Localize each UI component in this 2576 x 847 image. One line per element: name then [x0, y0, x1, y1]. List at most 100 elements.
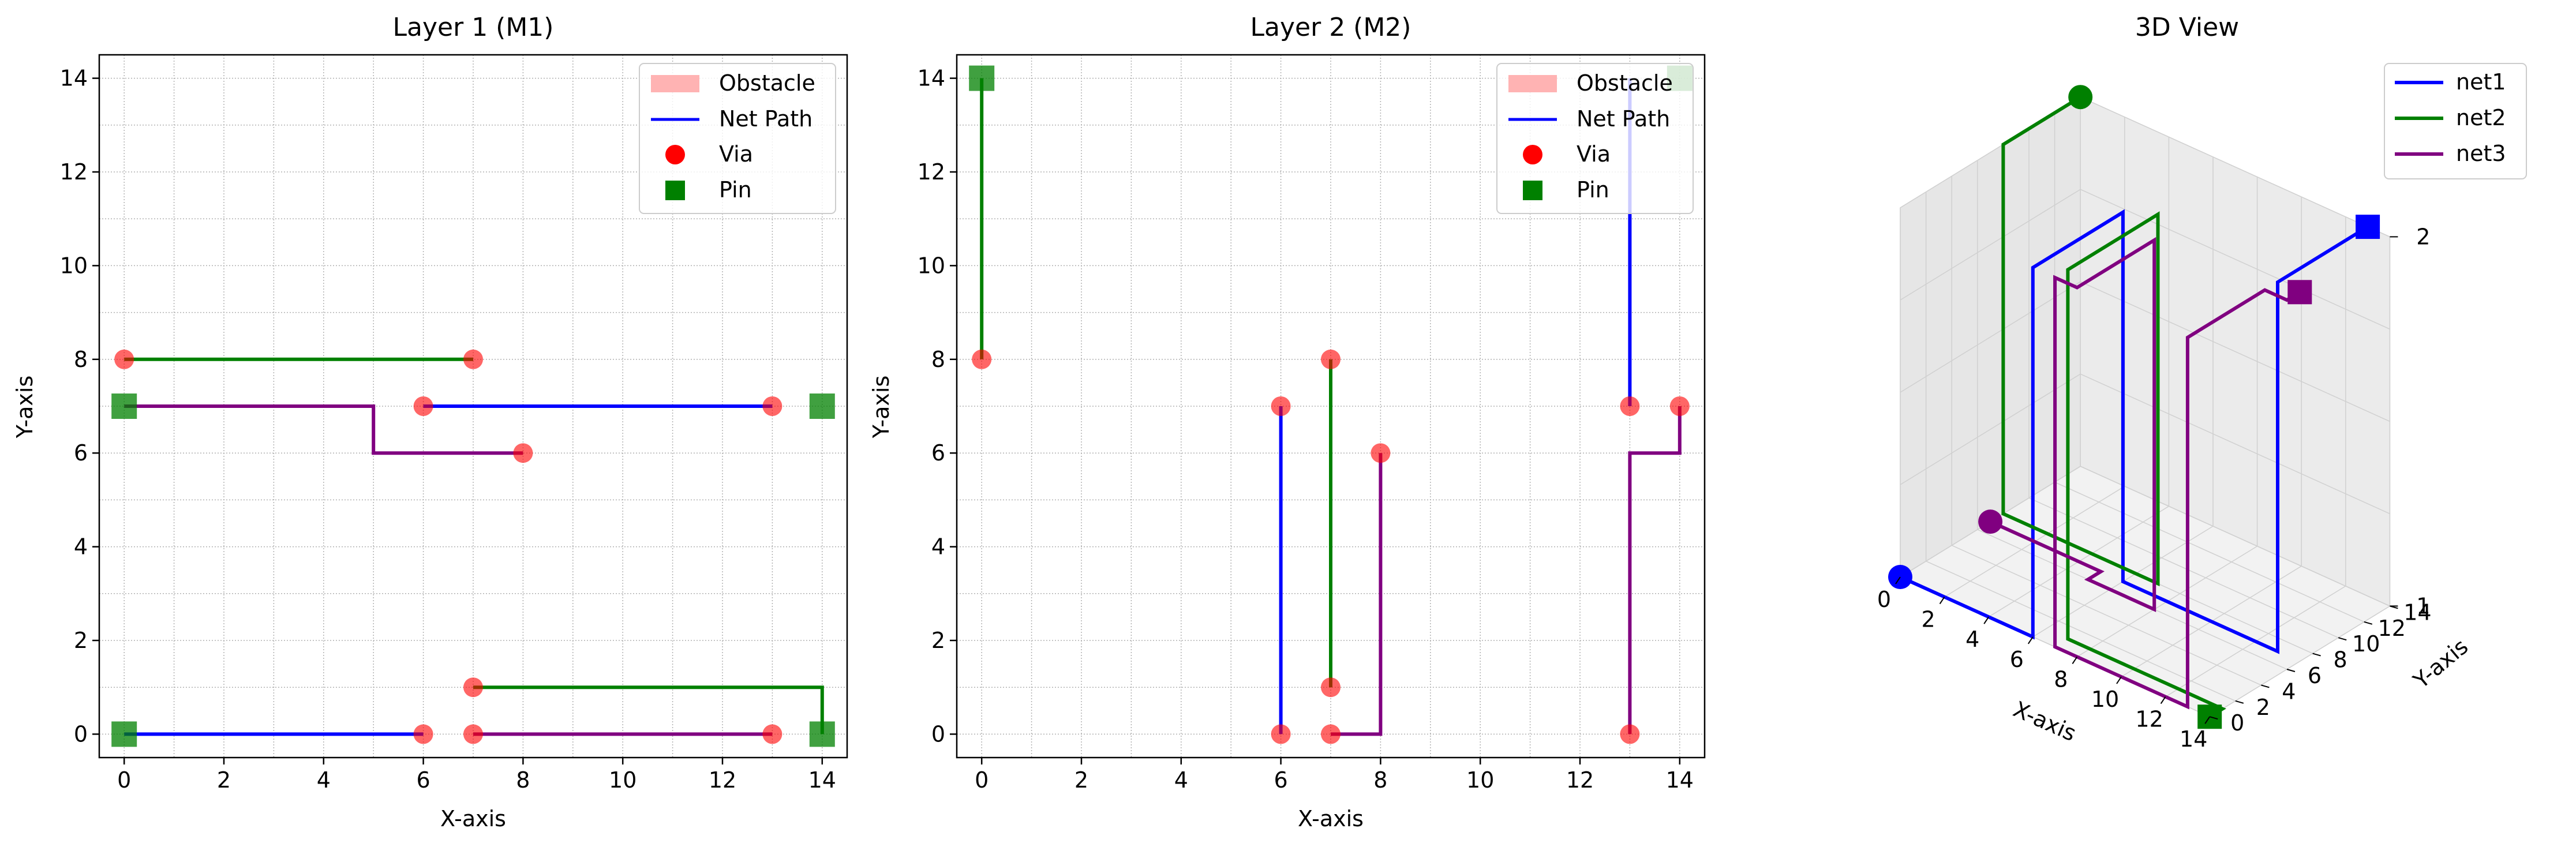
y-tick-label: 6 — [931, 440, 945, 466]
via-marker — [114, 349, 134, 369]
layer1-legend: Obstacle Net Path Via Pin — [639, 63, 836, 214]
legend-box — [2384, 63, 2527, 179]
grid-line-z — [1900, 189, 2390, 330]
x-tick-label: 6 — [417, 767, 430, 793]
legend-box — [1496, 63, 1694, 214]
legend-label-net2: net2 — [2456, 105, 2506, 130]
x-tick-label: 6 — [2010, 647, 2024, 672]
legend-label-net-path: Net Path — [1577, 106, 1670, 132]
net2-start-marker — [2068, 85, 2093, 110]
3d-legend: net1 net2 net3 — [2384, 63, 2527, 179]
via-marker — [513, 443, 533, 463]
layer2-legend: Obstacle Net Path Via Pin — [1496, 63, 1694, 214]
layer1-ticks: 0 2 4 6 8 10 12 14 0 2 4 6 8 10 12 14 — [60, 66, 836, 793]
via-marker — [1620, 396, 1640, 416]
x-tick-label: 4 — [1965, 627, 1979, 652]
layer1-axes-frame — [98, 54, 848, 759]
layer1-pins — [111, 393, 835, 747]
layer2-vias — [972, 349, 1690, 744]
y-tick-label: 4 — [74, 534, 88, 560]
net3-end-marker — [2287, 280, 2312, 305]
via-marker — [1371, 443, 1391, 463]
x-tick-label: 0 — [117, 767, 131, 793]
y-tick-label: 6 — [2308, 663, 2322, 688]
net2-path-segment — [473, 685, 824, 734]
3d-view-title: 3D View — [2135, 13, 2239, 42]
via-marker — [463, 724, 483, 744]
z-tick-label: 1 — [2416, 593, 2430, 619]
y-tick-mark — [2364, 621, 2373, 625]
x-tick-label: 14 — [1666, 767, 1694, 793]
net3-3d-path — [1989, 237, 2301, 710]
layer2-panel: Layer 2 (M2) X-axis Y-axis 0 2 4 6 8 10 12 14 0 2… — [868, 13, 1706, 831]
grid-line-z — [1900, 281, 2390, 422]
layer2-ticks: 0 2 4 6 8 10 12 14 0 2 4 6 8 10 12 14 — [918, 66, 1694, 793]
y-tick-label: 12 — [2378, 616, 2406, 641]
via-marker — [1321, 349, 1341, 369]
via-legend-marker — [665, 145, 685, 164]
y-tick-label: 2 — [74, 628, 88, 653]
layer1-xlabel: X-axis — [440, 806, 506, 831]
x-tick-label: 10 — [2091, 687, 2119, 712]
legend-label-via: Via — [719, 141, 753, 167]
y-tick-label: 8 — [74, 347, 88, 372]
net3-path-segment — [124, 404, 523, 455]
via-marker — [413, 724, 433, 744]
layer1-vias — [114, 349, 782, 744]
y-tick-label: 4 — [931, 534, 945, 560]
x-tick-mark — [2116, 676, 2122, 684]
legend-label-via: Via — [1577, 141, 1611, 167]
net3-start-marker — [1978, 509, 2003, 534]
via-marker — [463, 349, 483, 369]
x-tick-label: 2 — [1074, 767, 1088, 793]
layer2-ylabel: Y-axis — [868, 376, 894, 439]
legend-label-obstacle: Obstacle — [1577, 70, 1673, 96]
x-tick-mark — [1895, 576, 1901, 584]
x-tick-label: 14 — [808, 767, 836, 793]
x-tick-mark — [1983, 616, 1990, 624]
layer2-title: Layer 2 (M2) — [1250, 13, 1411, 42]
layer1-net-paths — [124, 357, 824, 736]
y-tick-label: 14 — [60, 66, 88, 91]
x-tick-label: 8 — [516, 767, 530, 793]
x-tick-label: 10 — [1466, 767, 1494, 793]
pin-marker — [809, 393, 835, 419]
pin-marker — [809, 721, 835, 747]
x-tick-label: 2 — [217, 767, 231, 793]
3d-pin-markers — [1888, 85, 2380, 729]
x-tick-mark — [2072, 656, 2078, 664]
y-tick-label: 2 — [931, 628, 945, 653]
net2-3d-path — [2001, 95, 2226, 718]
net3-path-segment — [1628, 406, 1682, 734]
via-marker — [413, 396, 433, 416]
layer2-xlabel: X-axis — [1298, 806, 1364, 831]
y-tick-mark — [2261, 684, 2270, 688]
via-marker — [1271, 396, 1291, 416]
y-tick-label: 14 — [2403, 599, 2431, 625]
y-tick-label: 2 — [2256, 695, 2270, 720]
y-tick-label: 0 — [2230, 710, 2244, 736]
y-tick-label: 4 — [2282, 679, 2296, 704]
y-tick-label: 10 — [918, 253, 945, 278]
via-marker — [972, 349, 992, 369]
y-tick-mark — [2235, 700, 2244, 704]
layer2-axes-frame — [956, 54, 1706, 759]
legend-label-net1: net1 — [2456, 69, 2506, 95]
y-tick-mark — [2338, 637, 2347, 641]
legend-box — [639, 63, 836, 214]
via-marker — [1669, 396, 1690, 416]
layer1-ylabel: Y-axis — [12, 376, 38, 439]
x-tick-mark — [2027, 636, 2034, 644]
y-tick-label: 14 — [918, 66, 945, 91]
pin-marker — [111, 393, 137, 419]
net1-3d-path — [1899, 209, 2369, 654]
x-tick-mark — [2204, 716, 2211, 724]
x-tick-label: 6 — [1274, 767, 1288, 793]
pin-marker — [969, 65, 995, 91]
via-marker — [1321, 677, 1341, 698]
x-tick-label: 10 — [609, 767, 636, 793]
legend-label-pin: Pin — [719, 177, 752, 203]
x-tick-label: 2 — [1922, 607, 1935, 632]
pin-legend-marker — [665, 181, 685, 200]
